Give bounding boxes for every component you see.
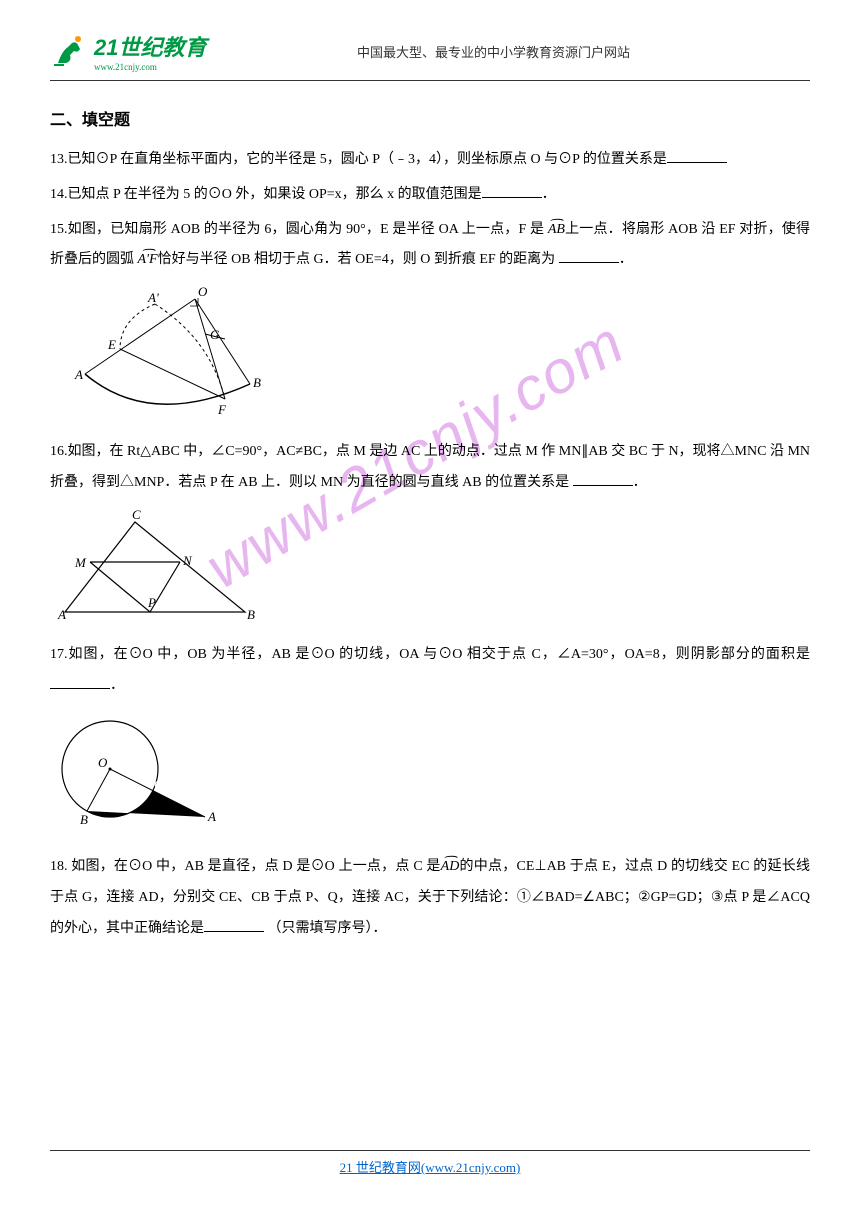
label-N-16: N bbox=[182, 553, 193, 568]
question-13: 13.已知⊙P 在直角坐标平面内，它的半径是 5，圆心 P（﹣3，4），则坐标原… bbox=[50, 145, 810, 176]
arc-AprimeF: A'F bbox=[138, 245, 158, 276]
question-16: 16.如图，在 Rt△ABC 中，∠C=90°，AC≠BC，点 M 是边 AC … bbox=[50, 437, 810, 499]
figure-16: A B C M N P bbox=[50, 507, 810, 632]
q14-suffix: ． bbox=[542, 187, 556, 202]
q15-p1: 15.如图，已知扇形 AOB 的半径为 6，圆心角为 90°，E 是半径 OA … bbox=[50, 222, 548, 237]
label-Aprime: A' bbox=[147, 290, 159, 305]
arc-AB: AB bbox=[548, 215, 565, 246]
label-A-17: A bbox=[207, 809, 216, 824]
q13-text: 13.已知⊙P 在直角坐标平面内，它的半径是 5，圆心 P（﹣3，4），则坐标原… bbox=[50, 152, 667, 167]
label-O-17: O bbox=[98, 755, 108, 770]
label-B-17: B bbox=[80, 812, 88, 827]
logo-main-text: 21世纪教育 bbox=[94, 30, 206, 62]
footer-url: (www.21cnjy.com) bbox=[421, 1160, 520, 1175]
logo: 21世纪教育 www.21cnjy.com bbox=[50, 30, 206, 72]
q18-p3: （只需填写序号）． bbox=[264, 921, 387, 936]
label-M-16: M bbox=[74, 555, 87, 570]
label-C-17: C bbox=[154, 777, 163, 791]
label-E: E bbox=[107, 337, 116, 352]
label-P-16: P bbox=[147, 595, 156, 610]
label-C-16: C bbox=[132, 507, 141, 522]
q17-p1: 17.如图，在⊙O 中，OB 为半径，AB 是⊙O 的切线，OA 与⊙O 相交于… bbox=[50, 647, 810, 662]
blank-15 bbox=[559, 249, 619, 263]
figure-17: O B A C bbox=[50, 709, 810, 844]
blank-17 bbox=[50, 675, 110, 689]
arc-AD: AD bbox=[441, 852, 460, 883]
blank-13 bbox=[667, 149, 727, 163]
label-O: O bbox=[198, 284, 208, 299]
header-tagline: 中国最大型、最专业的中小学教育资源门户网站 bbox=[357, 42, 810, 61]
q16-suffix: ． bbox=[633, 475, 647, 490]
question-17: 17.如图，在⊙O 中，OB 为半径，AB 是⊙O 的切线，OA 与⊙O 相交于… bbox=[50, 640, 810, 702]
blank-18 bbox=[204, 918, 264, 932]
page-header: 21世纪教育 www.21cnjy.com 中国最大型、最专业的中小学教育资源门… bbox=[50, 30, 810, 81]
label-B: B bbox=[253, 375, 261, 390]
q15-p3: 恰好与半径 OB 相切于点 G．若 OE=4，则 O 到折痕 EF 的距离为 bbox=[158, 252, 556, 267]
logo-runner-icon bbox=[50, 31, 90, 71]
q16-p1: 16.如图，在 Rt△ABC 中，∠C=90°，AC≠BC，点 M 是边 AC … bbox=[50, 444, 810, 490]
page-footer: 21 世纪教育网(www.21cnjy.com) bbox=[50, 1150, 810, 1176]
figure-15: O A' E A G F B bbox=[50, 284, 810, 429]
question-14: 14.已知点 P 在半径为 5 的⊙O 外，如果设 OP=x，那么 x 的取值范… bbox=[50, 180, 810, 211]
label-B-16: B bbox=[247, 607, 255, 622]
blank-16 bbox=[573, 472, 633, 486]
logo-sub-text: www.21cnjy.com bbox=[94, 62, 206, 72]
q17-suffix: ． bbox=[110, 678, 124, 693]
blank-14 bbox=[482, 184, 542, 198]
label-F: F bbox=[217, 402, 227, 417]
q15-suffix: ． bbox=[619, 252, 633, 267]
question-15: 15.如图，已知扇形 AOB 的半径为 6，圆心角为 90°，E 是半径 OA … bbox=[50, 215, 810, 277]
footer-prefix: 21 世纪教育网 bbox=[340, 1160, 421, 1175]
q14-text: 14.已知点 P 在半径为 5 的⊙O 外，如果设 OP=x，那么 x 的取值范… bbox=[50, 187, 482, 202]
section-title: 二、填空题 bbox=[50, 106, 810, 130]
label-A-16: A bbox=[57, 607, 66, 622]
label-G: G bbox=[210, 327, 220, 342]
question-18: 18. 如图，在⊙O 中，AB 是直径，点 D 是⊙O 上一点，点 C 是AD的… bbox=[50, 852, 810, 944]
q18-p1: 18. 如图，在⊙O 中，AB 是直径，点 D 是⊙O 上一点，点 C 是 bbox=[50, 859, 441, 874]
label-A: A bbox=[74, 367, 83, 382]
